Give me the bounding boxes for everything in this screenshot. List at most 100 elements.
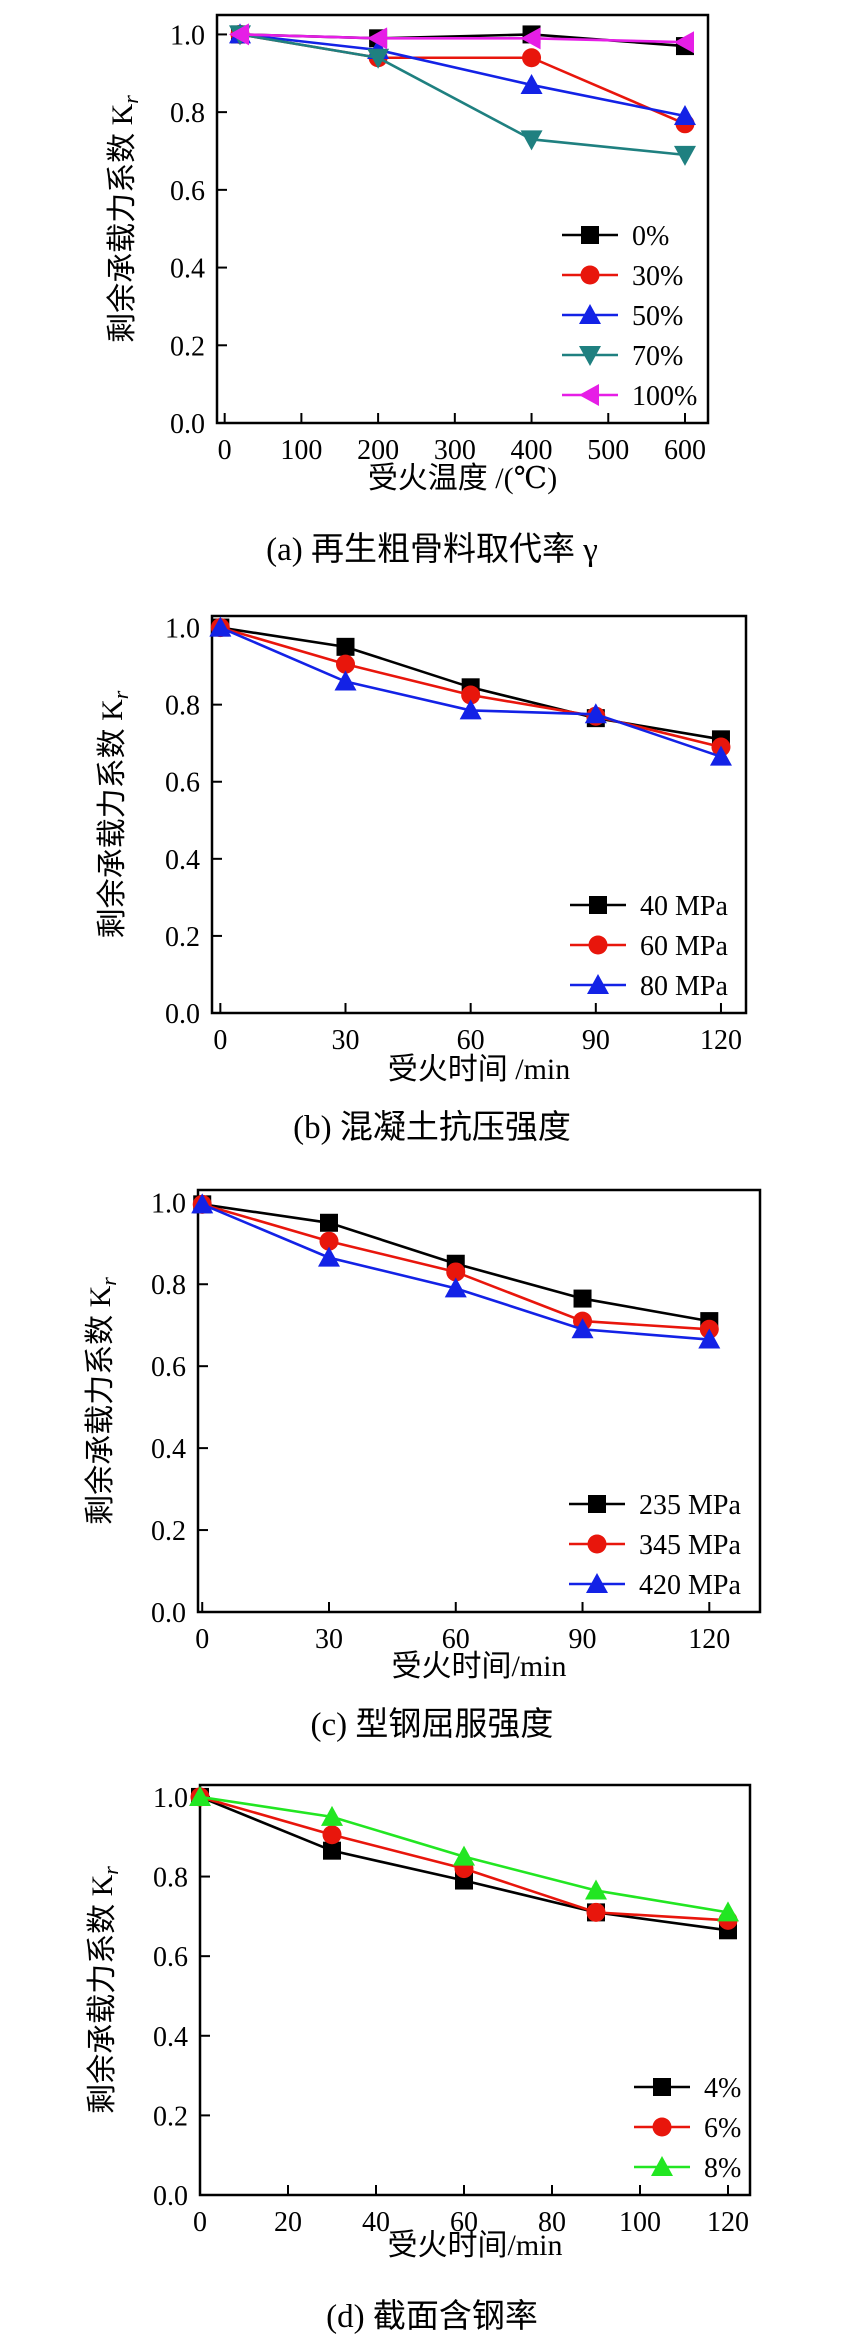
data-point (189, 1785, 211, 1806)
x-tick-label: 120 (688, 1624, 730, 1655)
legend-label: 345 MPa (639, 1530, 741, 1561)
y-tick-label: 0.8 (153, 1863, 188, 1894)
chart-panel-a: 0 100 200 300 400 500 600 0.0 0.2 0.4 0.6 0.8 1.0 受火温… (106, 13, 710, 568)
chart-panel-d: 0 20 40 60 80 100 120 0.0 0.2 0.4 0.6 0.8 1.0 受火时间/mi… (86, 1783, 752, 2335)
data-point (709, 745, 732, 766)
data-point (520, 130, 543, 151)
y-tick-label: 0.8 (170, 98, 205, 129)
data-point (322, 1825, 342, 1845)
panel-caption: (a) 再生粗骨料取代率 γ (266, 531, 598, 568)
legend-marker (579, 384, 599, 406)
legend-marker (589, 896, 607, 914)
plot-frame (210, 614, 748, 1015)
y-tick-label: 0.4 (165, 845, 200, 876)
series-420MPa (191, 1193, 721, 1349)
data-point (367, 48, 390, 69)
legend-marker (579, 346, 601, 366)
x-axis-label: 受火时间/min (391, 1650, 566, 1683)
x-tick-label: 300 (434, 435, 476, 466)
data-point (461, 685, 481, 705)
x-axis-label: 受火时间 /min (388, 1053, 571, 1086)
legend-marker (580, 265, 600, 285)
x-tick-label: 120 (707, 2207, 749, 2238)
legend-marker (588, 935, 608, 955)
series-70 (229, 25, 696, 166)
x-tick-label: 400 (511, 435, 553, 466)
data-point (584, 703, 607, 724)
x-tick-label: 90 (582, 1025, 610, 1056)
y-tick-label: 1.0 (151, 1188, 186, 1219)
y-tick-label: 0.2 (151, 1516, 186, 1547)
data-point (673, 145, 696, 166)
y-tick-label: 0.6 (151, 1352, 186, 1383)
legend-marker (579, 304, 601, 324)
x-tick-label: 0 (213, 1025, 227, 1056)
data-point (673, 105, 696, 126)
x-tick-label: 60 (442, 1624, 470, 1655)
series-line (239, 33, 686, 157)
legend-label: 0% (632, 221, 669, 252)
data-point (319, 1231, 339, 1251)
legend-marker (587, 1534, 607, 1554)
series-345MPa (192, 1194, 719, 1339)
panel-caption: (b) 混凝土抗压强度 (293, 1109, 571, 1146)
x-tick-label: 40 (362, 2207, 390, 2238)
legend-marker (588, 1495, 606, 1513)
series-line (239, 33, 686, 125)
series-8 (189, 1785, 739, 1922)
x-axis-label: 受火时间/min (387, 2229, 562, 2262)
legend-label: 4% (704, 2073, 741, 2104)
y-axis-label: 剩余承载力系数 Kr (84, 1277, 121, 1525)
series-100 (229, 23, 694, 54)
data-point (446, 1262, 466, 1282)
x-tick-label: 60 (457, 1025, 485, 1056)
legend-label: 70% (632, 341, 683, 372)
x-tick-label: 30 (315, 1624, 343, 1655)
data-point (453, 1845, 475, 1866)
y-axis-label: 剩余承载力系数 Kr (106, 95, 143, 343)
series-line (239, 33, 686, 118)
legend-label: 80 MPa (640, 971, 728, 1002)
data-point (586, 1902, 606, 1922)
data-point (336, 637, 355, 656)
y-axis-label: 剩余承载力系数 Kr (86, 1866, 123, 2114)
y-tick-label: 0.0 (151, 1598, 186, 1629)
y-tick-label: 0.2 (165, 922, 200, 953)
legend-marker (586, 1573, 608, 1593)
legend-label: 60 MPa (640, 931, 728, 962)
legend-label: 8% (704, 2153, 741, 2184)
y-tick-label: 0.4 (153, 2022, 188, 2053)
data-point (336, 654, 355, 674)
legend-marker (651, 2156, 673, 2176)
x-tick-label: 200 (357, 435, 399, 466)
data-point (209, 616, 232, 637)
y-tick-label: 1.0 (165, 614, 200, 645)
data-point (522, 48, 542, 68)
x-tick-label: 100 (619, 2207, 661, 2238)
x-tick-label: 0 (195, 1624, 209, 1655)
legend-label: 50% (632, 301, 683, 332)
y-tick-label: 0.0 (170, 409, 205, 440)
data-point (229, 23, 250, 46)
legend-label: 420 MPa (639, 1570, 741, 1601)
data-point (585, 1879, 607, 1900)
legend-label: 6% (704, 2113, 741, 2144)
plot-frame (198, 1783, 752, 2197)
chart-panel-b: 0 30 60 90 120 0.0 0.2 0.4 0.6 0.8 1.0 受火时间 /min 剩余承… (96, 614, 748, 1146)
data-point (319, 1213, 338, 1232)
y-tick-label: 0.8 (165, 691, 200, 722)
legend-marker (581, 226, 599, 244)
legend-label: 30% (632, 261, 683, 292)
data-point (459, 699, 482, 720)
legend-label: 100% (632, 381, 697, 412)
x-tick-label: 500 (587, 435, 629, 466)
y-tick-label: 0.2 (170, 331, 205, 362)
x-tick-label: 60 (450, 2207, 478, 2238)
x-tick-label: 80 (538, 2207, 566, 2238)
data-point (573, 1289, 592, 1308)
y-tick-label: 0.0 (165, 999, 200, 1030)
plot-frame (196, 1188, 762, 1614)
chart-panel-c: 0 30 60 90 120 0.0 0.2 0.4 0.6 0.8 1.0 受火时间/min 剩余承载… (84, 1188, 762, 1743)
x-tick-label: 30 (332, 1025, 360, 1056)
